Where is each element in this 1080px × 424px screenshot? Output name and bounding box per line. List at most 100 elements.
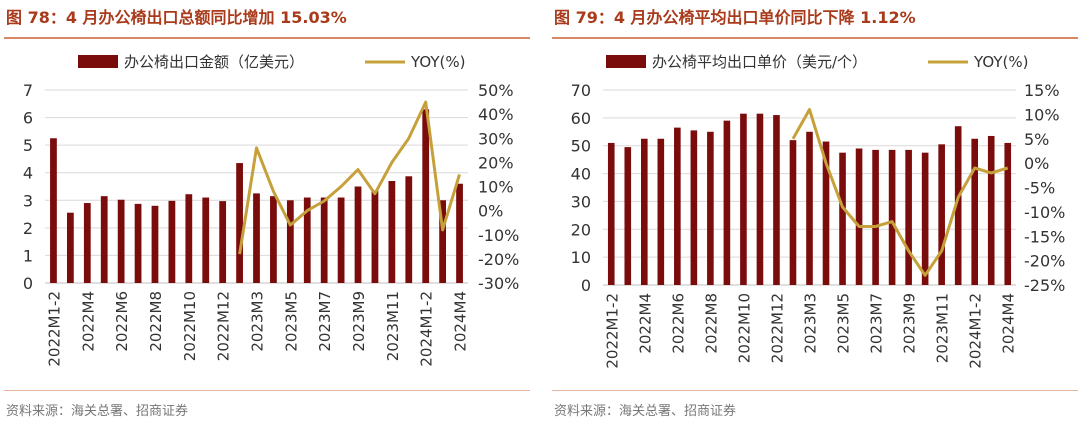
bar — [905, 149, 912, 285]
bar — [888, 149, 896, 285]
x-tick-label: 2022M12 — [215, 291, 233, 361]
y-tick-label: 3 — [23, 191, 33, 210]
y-tick-label: 4 — [23, 164, 33, 183]
x-tick-label: 2023M11 — [934, 293, 952, 363]
bar — [938, 144, 945, 285]
title-divider — [552, 37, 1078, 39]
unit-price-chart: 0 10 20 30 40 50 60 70 -25% -20% -15% -10% -5% 0% 5% 10… — [571, 53, 1066, 369]
bar — [371, 190, 379, 283]
x-tick-label: 2024M4 — [1000, 293, 1018, 354]
x-tick-label: 2023M7 — [868, 293, 886, 354]
y-tick-label: 1 — [23, 246, 33, 265]
x-tick-label: 2022M10 — [181, 291, 199, 361]
chart-source: 资料来源：海关总署、招商证券 — [554, 404, 737, 419]
bar — [456, 183, 463, 283]
y2-tick-label: 5% — [1024, 130, 1049, 149]
bar — [439, 200, 447, 283]
x-tick-label: 2024M4 — [452, 291, 470, 352]
y2-tick-label: -5% — [1024, 179, 1055, 198]
bar — [405, 176, 413, 283]
bar — [117, 199, 125, 283]
export-value-chart: 0 1 2 3 4 5 6 7 -30% -20% -10% 0% 10% 20% 30% 40% 50% 202… — [23, 53, 520, 367]
bar — [134, 203, 142, 283]
bar — [806, 131, 813, 285]
legend-swatch-bar — [606, 55, 646, 68]
bar — [422, 109, 430, 283]
chart-panel-export-value: 图 78：4 月办公椅出口总额同比增加 15.03% 0 1 2 3 4 5 6 7 -30% -… — [0, 0, 530, 424]
bar — [1004, 142, 1012, 285]
y2-tick-label: 15% — [1024, 81, 1060, 100]
y-tick-label: 0 — [23, 274, 33, 293]
y2-tick-label: -30% — [478, 274, 519, 293]
legend-label-bar: 办公椅出口金额（亿美元） — [124, 53, 304, 71]
x-tick-label: 2022M8 — [702, 293, 720, 354]
y2-tick-label: -10% — [1024, 203, 1065, 222]
bar — [657, 138, 665, 285]
bar — [971, 138, 979, 285]
bar — [773, 115, 780, 285]
bar — [219, 201, 227, 283]
source-divider — [552, 390, 1078, 391]
bar — [388, 180, 396, 283]
y-tick-label: 70 — [571, 81, 591, 100]
x-tick-label: 2023M9 — [350, 291, 368, 352]
y2-tick-label: 50% — [478, 81, 514, 100]
x-tick-label: 2023M5 — [282, 291, 300, 352]
bar — [168, 200, 176, 283]
legend-swatch-bar — [78, 55, 118, 68]
bar — [789, 140, 797, 285]
y2-tick-label: -20% — [1024, 252, 1065, 271]
x-tick-label: 2022M6 — [669, 293, 687, 354]
bar — [740, 113, 747, 285]
bar — [270, 196, 277, 283]
y2-tick-label: 0% — [478, 202, 503, 221]
bar — [607, 142, 615, 285]
bar — [50, 138, 57, 283]
x-tick-label: 2023M3 — [802, 293, 820, 354]
bar — [624, 147, 632, 285]
x-tick-label: 2022M1-2 — [45, 291, 63, 367]
chart-panel-unit-price: 图 79：4 月办公椅平均出口单价同比下降 1.12% 0 10 20 30 40 50 6… — [548, 0, 1078, 424]
y-tick-label: 6 — [23, 109, 33, 128]
y-tick-label: 2 — [23, 219, 33, 238]
bar — [185, 194, 193, 283]
bar — [337, 197, 345, 283]
bar — [674, 127, 681, 285]
bar — [839, 152, 846, 285]
bar — [921, 152, 929, 285]
bar — [855, 148, 863, 285]
y-tick-label: 0 — [581, 276, 591, 295]
x-tick-label: 2022M1-2 — [603, 293, 621, 369]
bar — [756, 113, 764, 285]
bar — [303, 197, 311, 283]
legend-label-line: YOY(%) — [973, 53, 1028, 71]
y2-tick-label: -25% — [1024, 276, 1065, 295]
chart-title: 图 78：4 月办公椅出口总额同比增加 15.03% — [6, 8, 347, 27]
y2-tick-label: -15% — [1024, 227, 1065, 246]
x-tick-label: 2024M1-2 — [967, 293, 985, 369]
chart-title: 图 79：4 月办公椅平均出口单价同比下降 1.12% — [554, 8, 916, 27]
bar — [236, 163, 243, 283]
bar — [954, 126, 962, 285]
bar — [987, 135, 995, 285]
legend-label-bar: 办公椅平均出口单价（美元/个） — [652, 53, 867, 71]
y-tick-label: 50 — [571, 137, 591, 156]
bar — [822, 141, 830, 285]
source-divider — [4, 390, 530, 391]
x-tick-label: 2023M3 — [249, 291, 267, 352]
bar — [202, 197, 210, 283]
y-tick-label: 40 — [571, 165, 591, 184]
bar — [320, 197, 328, 283]
bar — [690, 130, 698, 285]
x-tick-label: 2022M10 — [735, 293, 753, 363]
y2-tick-label: 20% — [478, 153, 514, 172]
bar — [100, 196, 108, 283]
y-tick-label: 7 — [23, 81, 33, 100]
x-tick-label: 2022M4 — [636, 293, 654, 354]
bar — [707, 131, 714, 285]
y-tick-label: 60 — [571, 109, 591, 128]
x-tick-label: 2022M4 — [79, 291, 97, 352]
y2-tick-label: 40% — [478, 105, 514, 124]
y-tick-label: 20 — [571, 220, 591, 239]
y2-tick-label: 10% — [478, 178, 514, 197]
